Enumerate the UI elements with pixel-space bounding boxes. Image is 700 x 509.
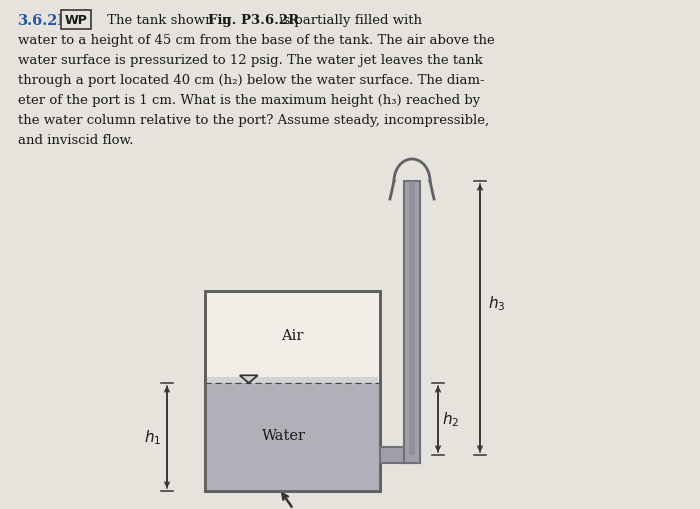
Text: eter of the port is 1 cm. What is the maximum height (h₃) reached by: eter of the port is 1 cm. What is the ma… xyxy=(18,94,480,107)
Text: water to a height of 45 cm from the base of the tank. The air above the: water to a height of 45 cm from the base… xyxy=(18,34,495,47)
Text: $h_1$: $h_1$ xyxy=(144,428,162,446)
Bar xyxy=(205,292,380,491)
Text: Water: Water xyxy=(262,428,306,442)
Text: water surface is pressurized to 12 psig. The water jet leaves the tank: water surface is pressurized to 12 psig.… xyxy=(18,54,483,67)
Text: $h_2$: $h_2$ xyxy=(442,410,459,429)
Text: through a port located 40 cm (h₂) below the water surface. The diam-: through a port located 40 cm (h₂) below … xyxy=(18,74,484,87)
Bar xyxy=(404,182,420,463)
Bar xyxy=(205,383,380,491)
Text: The tank shown in: The tank shown in xyxy=(103,14,234,27)
Text: $h_3$: $h_3$ xyxy=(488,294,505,313)
Bar xyxy=(409,182,415,455)
Bar xyxy=(205,292,380,491)
Text: is partially filled with: is partially filled with xyxy=(275,14,422,27)
Text: the water column relative to the port? Assume steady, incompressible,: the water column relative to the port? A… xyxy=(18,114,489,127)
Text: and inviscid flow.: and inviscid flow. xyxy=(18,134,134,147)
Text: Fig. P3.6.2R: Fig. P3.6.2R xyxy=(209,14,300,27)
Text: 3.6.2R: 3.6.2R xyxy=(18,14,71,28)
Bar xyxy=(207,378,378,386)
Text: WP: WP xyxy=(64,14,88,27)
Text: Air: Air xyxy=(281,328,304,343)
Bar xyxy=(380,447,420,463)
